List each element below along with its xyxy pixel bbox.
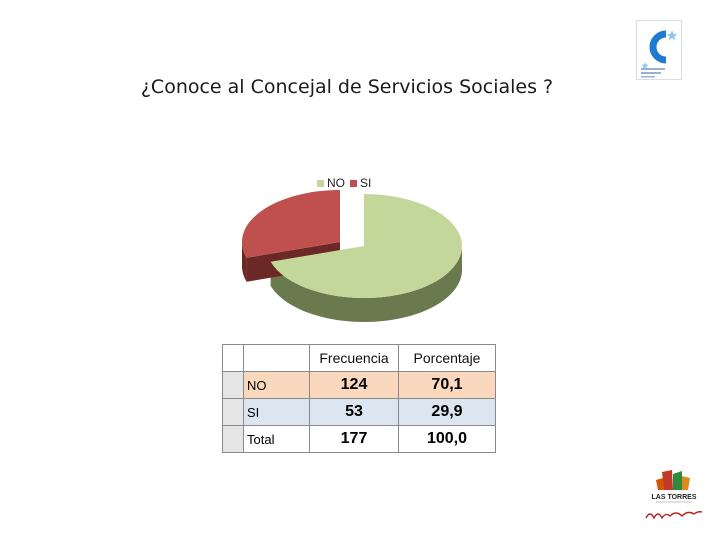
- row-frecuencia: 53: [309, 398, 399, 426]
- pie-side-no: [270, 247, 462, 322]
- row-porcentaje: 70,1: [398, 371, 496, 399]
- table-row: Total 177 100,0: [222, 425, 496, 453]
- table-header-row: Frecuencia Porcentaje: [222, 344, 496, 372]
- legend-swatch-si: [350, 179, 357, 187]
- party-logo-c-icon: [636, 20, 682, 80]
- frequency-table: Frecuencia Porcentaje NO 124 70,1 SI 53 …: [222, 344, 496, 453]
- row-label: Total: [243, 425, 310, 453]
- table-header-porcentaje: Porcentaje: [398, 344, 496, 372]
- pie-slice-si: [241, 190, 340, 258]
- row-label: SI: [243, 398, 310, 426]
- table-header-label: [243, 344, 310, 372]
- chart-title: ¿Conoce al Concejal de Servicios Sociale…: [0, 76, 720, 98]
- legend-label-si: SI: [360, 176, 372, 190]
- logo-text: LAS TORRES: [652, 494, 697, 501]
- row-porcentaje: 100,0: [398, 425, 496, 453]
- table-row: SI 53 29,9: [222, 398, 496, 426]
- chart-title-text: ¿Conoce al Concejal de Servicios Sociale…: [140, 76, 554, 98]
- pie-slice-no: [270, 194, 462, 298]
- row-frecuencia: 177: [309, 425, 399, 453]
- table-stub-cell: [222, 371, 244, 399]
- pie-layer: [241, 190, 462, 322]
- las-torres-logo-icon: LAS TORRES: [645, 470, 703, 520]
- legend: NO SI: [317, 176, 371, 190]
- table-row: NO 124 70,1: [222, 371, 496, 399]
- table-stub-cell: [222, 398, 244, 426]
- pie-chart: [241, 190, 462, 322]
- table-stub-cell: [222, 425, 244, 453]
- row-label: NO: [243, 371, 310, 399]
- legend-label-no: NO: [327, 176, 345, 190]
- pie-side-si: [242, 242, 247, 282]
- table-stub-cell: [222, 344, 244, 372]
- table-header-frecuencia: Frecuencia: [309, 344, 399, 372]
- row-porcentaje: 29,9: [398, 398, 496, 426]
- legend-swatch-no: [317, 179, 324, 187]
- row-frecuencia: 124: [309, 371, 399, 399]
